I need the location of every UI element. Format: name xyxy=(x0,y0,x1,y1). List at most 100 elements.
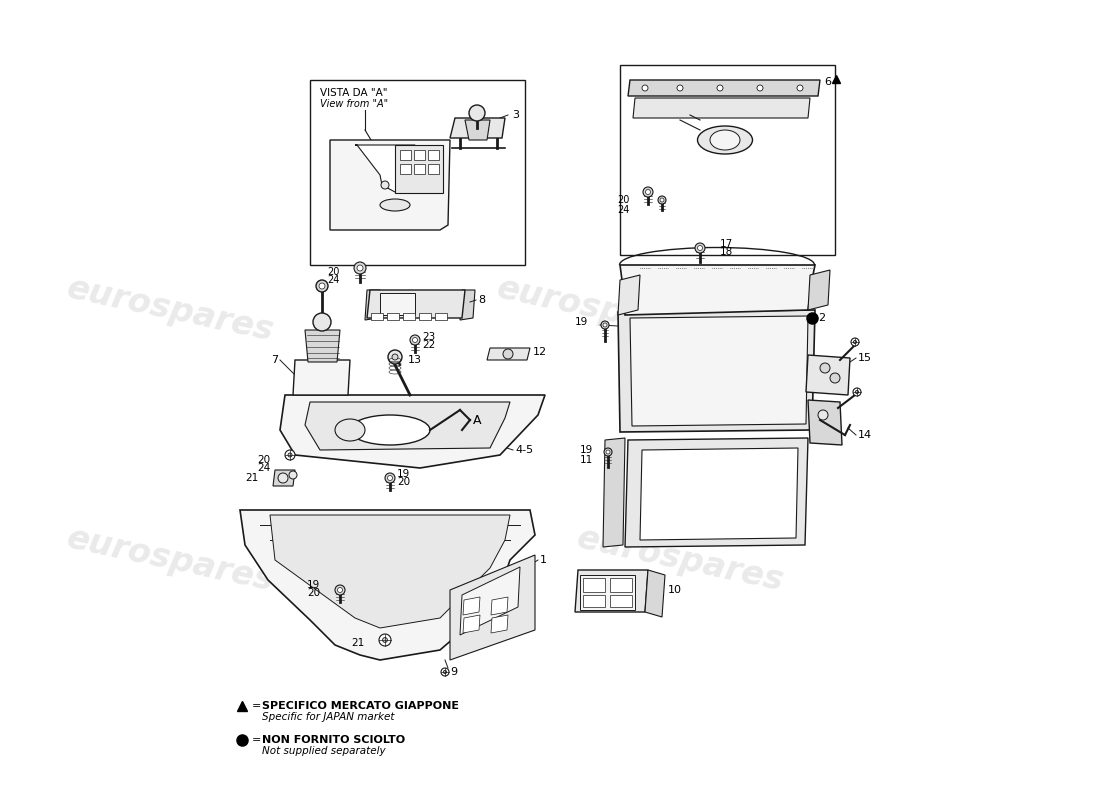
Polygon shape xyxy=(450,118,505,138)
Circle shape xyxy=(469,105,485,121)
Text: 11: 11 xyxy=(580,455,593,465)
Polygon shape xyxy=(463,615,480,633)
Polygon shape xyxy=(465,120,490,140)
Circle shape xyxy=(644,187,653,197)
Polygon shape xyxy=(620,265,815,315)
Circle shape xyxy=(642,85,648,91)
Text: 19: 19 xyxy=(574,317,589,327)
Bar xyxy=(400,150,411,160)
Polygon shape xyxy=(640,448,798,540)
Circle shape xyxy=(717,85,723,91)
Circle shape xyxy=(606,450,610,454)
Circle shape xyxy=(695,243,705,253)
Circle shape xyxy=(697,246,703,250)
Circle shape xyxy=(658,196,666,204)
Polygon shape xyxy=(806,355,850,395)
Text: 22: 22 xyxy=(422,340,436,350)
Bar xyxy=(620,65,835,255)
Circle shape xyxy=(381,181,389,189)
Text: 18: 18 xyxy=(720,247,734,257)
Bar xyxy=(428,164,439,174)
Text: 17: 17 xyxy=(720,239,734,249)
Ellipse shape xyxy=(336,419,365,441)
Circle shape xyxy=(441,668,449,676)
Circle shape xyxy=(676,85,683,91)
Circle shape xyxy=(392,354,398,360)
Polygon shape xyxy=(460,290,475,320)
Circle shape xyxy=(601,321,609,329)
Text: 4-5: 4-5 xyxy=(515,445,534,455)
Bar xyxy=(395,145,443,193)
Text: 15: 15 xyxy=(858,353,872,363)
Circle shape xyxy=(443,670,447,674)
Text: 7: 7 xyxy=(271,355,278,365)
Bar xyxy=(580,575,635,610)
Text: 20: 20 xyxy=(307,588,320,598)
Polygon shape xyxy=(270,515,510,628)
Polygon shape xyxy=(645,570,665,617)
Ellipse shape xyxy=(697,126,752,154)
Text: 24: 24 xyxy=(328,275,340,285)
Ellipse shape xyxy=(379,199,410,211)
Polygon shape xyxy=(808,270,830,310)
Circle shape xyxy=(604,448,612,456)
Bar xyxy=(400,164,411,174)
Circle shape xyxy=(354,262,366,274)
Text: 20: 20 xyxy=(397,477,410,487)
Text: 23: 23 xyxy=(422,332,436,342)
Polygon shape xyxy=(365,290,380,320)
Circle shape xyxy=(316,280,328,292)
Text: 3: 3 xyxy=(512,110,519,120)
Bar xyxy=(583,578,605,592)
Bar xyxy=(583,595,605,607)
Text: 21: 21 xyxy=(352,638,365,648)
Text: 24: 24 xyxy=(617,205,630,215)
Circle shape xyxy=(278,473,288,483)
Bar xyxy=(434,313,447,320)
Polygon shape xyxy=(450,555,535,660)
Polygon shape xyxy=(632,98,810,118)
Text: 19: 19 xyxy=(307,580,320,590)
Text: =: = xyxy=(252,701,265,711)
Text: 8: 8 xyxy=(478,295,485,305)
Circle shape xyxy=(818,410,828,420)
Text: 2: 2 xyxy=(818,313,825,323)
Polygon shape xyxy=(575,570,648,612)
Circle shape xyxy=(336,585,345,595)
Bar xyxy=(414,150,425,160)
Polygon shape xyxy=(293,360,350,395)
Text: 19: 19 xyxy=(397,469,410,479)
Text: =: = xyxy=(252,735,265,745)
Circle shape xyxy=(852,388,861,396)
Circle shape xyxy=(379,634,390,646)
Text: 10: 10 xyxy=(668,585,682,595)
Bar xyxy=(403,313,415,320)
Polygon shape xyxy=(240,510,535,660)
Circle shape xyxy=(285,450,295,460)
Polygon shape xyxy=(305,402,510,450)
Text: 20: 20 xyxy=(328,267,340,277)
Text: SPECIFICO MERCATO GIAPPONE: SPECIFICO MERCATO GIAPPONE xyxy=(262,701,459,711)
Circle shape xyxy=(646,190,650,194)
Circle shape xyxy=(388,350,401,364)
Polygon shape xyxy=(603,438,625,547)
Polygon shape xyxy=(618,310,815,432)
Text: A: A xyxy=(473,414,482,426)
Circle shape xyxy=(358,265,363,271)
Circle shape xyxy=(757,85,763,91)
Circle shape xyxy=(851,338,859,346)
Text: 19: 19 xyxy=(580,445,593,455)
Circle shape xyxy=(387,475,393,481)
Polygon shape xyxy=(491,597,508,615)
Bar xyxy=(310,80,525,265)
Polygon shape xyxy=(305,330,340,362)
Circle shape xyxy=(338,587,342,593)
Text: 20: 20 xyxy=(617,195,630,205)
Polygon shape xyxy=(367,290,465,318)
Circle shape xyxy=(603,323,607,327)
Circle shape xyxy=(830,373,840,383)
Circle shape xyxy=(288,453,292,457)
Circle shape xyxy=(856,390,859,394)
Text: eurospares: eurospares xyxy=(573,522,786,598)
Circle shape xyxy=(660,198,664,202)
